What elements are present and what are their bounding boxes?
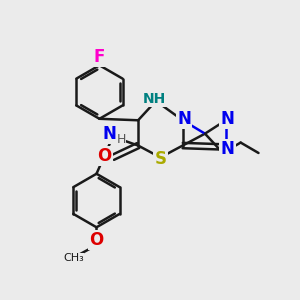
Text: N: N <box>177 110 191 128</box>
Text: N: N <box>103 125 117 143</box>
Text: O: O <box>89 231 103 249</box>
Text: F: F <box>94 48 105 66</box>
Text: H: H <box>117 133 127 146</box>
Text: CH₃: CH₃ <box>63 253 84 263</box>
Text: O: O <box>98 147 112 165</box>
Text: N: N <box>220 140 234 158</box>
Text: NH: NH <box>143 92 166 106</box>
Text: N: N <box>220 110 234 128</box>
Text: S: S <box>154 150 166 168</box>
